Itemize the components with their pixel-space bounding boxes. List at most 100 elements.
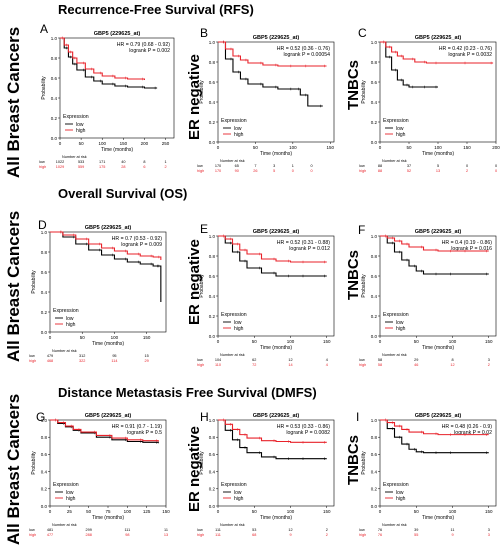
y-tick-label: 0.2 [41, 310, 48, 315]
risk-value-low: 12 [288, 358, 292, 362]
y-axis-label: Probability [31, 451, 37, 475]
risk-value-low: 0 [495, 164, 497, 168]
y-tick-label: 0.4 [209, 100, 216, 105]
risk-value-low: 8 [451, 358, 453, 362]
panel-title: GBP5 (229625_at) [253, 413, 300, 419]
risk-row-label-low: low [197, 164, 203, 168]
legend-label-low: low [396, 126, 404, 132]
y-tick-label: 0.4 [41, 290, 48, 295]
risk-row-label-high: high [359, 169, 366, 173]
km-panel-f: GBP5 (229625_at) 0.0 0.2 0.4 0.6 0.8 1.0 0 50 100… [359, 229, 497, 367]
risk-row-label-high: high [197, 363, 204, 367]
legend-label-low: low [66, 316, 74, 322]
y-tick-label: 0.8 [371, 435, 378, 440]
plot-frame [217, 419, 335, 507]
km-curve-high [218, 419, 327, 443]
risk-table-title: Number at risk [52, 523, 77, 527]
hazard-ratio: HR = 0.53 (0.33 - 0.86) [277, 424, 330, 430]
y-tick-label: 0.0 [209, 504, 216, 509]
y-tick-label: 0.0 [41, 330, 48, 335]
row-label-os: All Breast Cancers [4, 210, 23, 362]
y-tick-label: 0.4 [371, 100, 378, 105]
risk-value-low: 88 [378, 164, 382, 168]
y-tick-label: 0.6 [209, 452, 216, 457]
risk-value-high: 88 [378, 169, 382, 173]
x-tick-label: 100 [124, 509, 132, 514]
risk-value-low: 479 [47, 354, 53, 358]
x-tick-label: 75 [105, 509, 111, 514]
y-axis-label: Probability [199, 80, 205, 104]
x-tick-label: 50 [252, 339, 258, 344]
logrank-p: logrank P = 0.0032 [448, 52, 492, 58]
x-axis-label: Time (months) [260, 151, 292, 157]
risk-value-low: 2 [326, 528, 328, 532]
risk-table-title: Number at risk [220, 353, 245, 357]
x-axis-label: Time (months) [260, 515, 292, 521]
risk-value-low: 1022 [56, 160, 64, 164]
y-axis-label: Probability [199, 274, 205, 298]
km-curve-low [218, 235, 327, 277]
risk-value-low: 15 [145, 354, 149, 358]
km-panel-c: GBP5 (229625_at)0.00.20.40.60.81.00 50 100… [359, 35, 500, 173]
km-panel-a: GBP5 (229625_at) 0.0 0.2 0.4 0.6 0.8 1.0 0 50 100… [39, 31, 175, 169]
x-tick-label: 0 [379, 509, 382, 514]
y-tick-label: 0.6 [371, 452, 378, 457]
risk-row-label-low: low [197, 528, 203, 532]
y-tick-label: 0.2 [209, 120, 216, 125]
km-curve-high [380, 419, 489, 436]
km-panel-d: GBP5 (229625_at) 0.0 0.2 0.4 0.6 0.8 1.0 0 50 100… [29, 225, 167, 363]
x-tick-label: 100 [449, 509, 457, 514]
legend-label-high: high [396, 326, 406, 332]
x-tick-label: 0 [217, 339, 220, 344]
risk-value-low: 11 [451, 528, 455, 532]
x-tick-label: 150 [323, 339, 331, 344]
panel-title: GBP5 (229625_at) [415, 229, 462, 235]
x-tick-label: 125 [143, 509, 151, 514]
y-tick-label: 1.0 [41, 418, 48, 423]
y-tick-label: 1.0 [209, 234, 216, 239]
x-tick-label: 100 [287, 509, 295, 514]
risk-row-label-low: low [359, 358, 365, 362]
x-axis-label: Time (months) [92, 341, 124, 347]
x-tick-label: 200 [141, 141, 149, 146]
panel-letter-b: B [200, 26, 209, 40]
y-tick-label: 0.8 [209, 435, 216, 440]
plot-frame [59, 37, 175, 139]
y-tick-label: 0.4 [371, 469, 378, 474]
y-axis-label: Probability [361, 80, 367, 104]
x-tick-label: 150 [323, 509, 331, 514]
legend-title: Expression [53, 308, 79, 314]
plot-frame [217, 235, 335, 337]
legend-title: Expression [221, 312, 247, 318]
y-tick-label: 0.6 [41, 270, 48, 275]
section-title-dmfs: Distance Metastasis Free Survival (DMFS) [58, 385, 317, 400]
x-tick-label: 100 [98, 141, 106, 146]
logrank-p: logrank P = 0.0082 [286, 430, 330, 436]
y-tick-label: 0.2 [371, 120, 378, 125]
risk-value-low: 104 [215, 358, 221, 362]
x-tick-label: 0 [217, 509, 220, 514]
x-tick-label: 50 [406, 145, 412, 150]
y-tick-label: 0.4 [209, 469, 216, 474]
legend-label-high: high [66, 322, 76, 328]
y-tick-label: 1.0 [371, 40, 378, 45]
y-tick-label: 0.4 [51, 96, 58, 101]
risk-value-high: 2 [164, 165, 166, 169]
section-title-rfs: Recurrence-Free Survival (RFS) [58, 2, 254, 17]
section-title-os: Overall Survival (OS) [58, 186, 188, 201]
y-tick-label: 0.0 [41, 504, 48, 509]
km-panel-g: GBP5 (229625_at) 0.0 0.2 0.4 0.6 0.8 1.0 0 25 50 7… [29, 413, 170, 537]
risk-row-label-low: low [29, 528, 35, 532]
panel-title: GBP5 (229625_at) [85, 413, 132, 419]
risk-row-label-low: low [197, 358, 203, 362]
y-tick-label: 0.0 [371, 140, 378, 145]
y-axis-label: Probability [199, 451, 205, 475]
risk-value-high: 111 [215, 533, 221, 537]
y-tick-label: 0.8 [371, 254, 378, 259]
risk-value-low: 312 [79, 354, 85, 358]
risk-value-high: 98 [125, 533, 129, 537]
risk-value-high: 2 [488, 363, 490, 367]
x-tick-label: 100 [287, 339, 295, 344]
risk-value-high: 288 [85, 533, 91, 537]
risk-value-low: 0 [466, 164, 468, 168]
